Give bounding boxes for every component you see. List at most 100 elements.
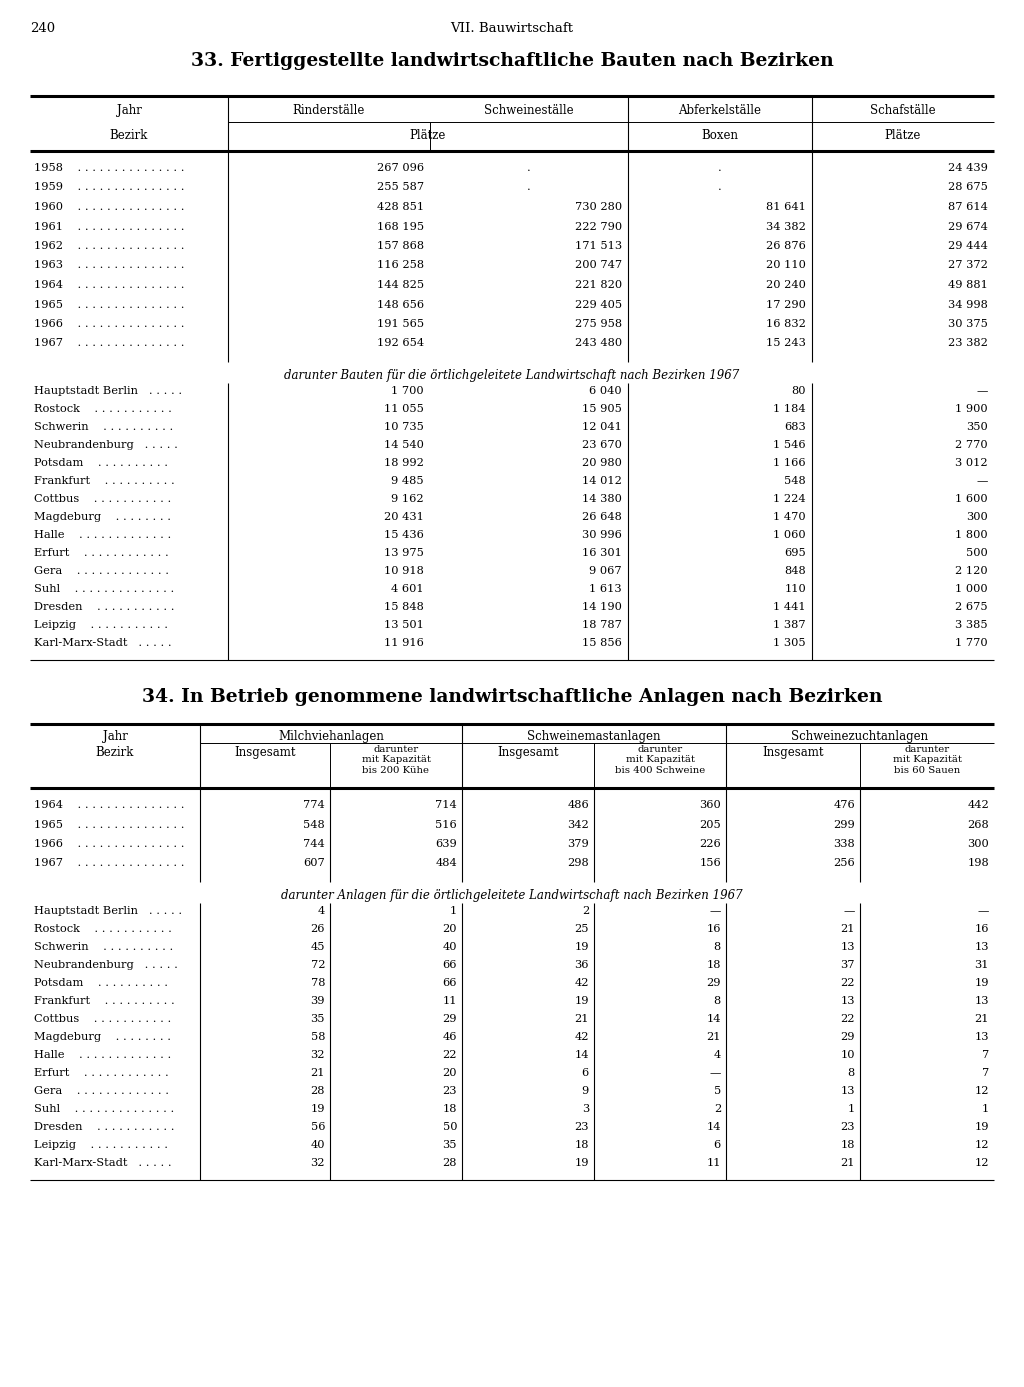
Text: 12: 12	[975, 1086, 989, 1096]
Text: 24 439: 24 439	[948, 164, 988, 173]
Text: Hauptstadt Berlin   . . . . .: Hauptstadt Berlin . . . . .	[34, 906, 182, 915]
Text: 442: 442	[968, 800, 989, 810]
Text: 20 110: 20 110	[766, 261, 806, 270]
Text: 50: 50	[442, 1122, 457, 1132]
Text: 243 480: 243 480	[574, 338, 622, 348]
Text: Erfurt    . . . . . . . . . . . .: Erfurt . . . . . . . . . . . .	[34, 548, 169, 558]
Text: Insgesamt: Insgesamt	[762, 746, 823, 759]
Text: 33. Fertiggestellte landwirtschaftliche Bauten nach Bezirken: 33. Fertiggestellte landwirtschaftliche …	[190, 51, 834, 69]
Text: Neubrandenburg   . . . . .: Neubrandenburg . . . . .	[34, 440, 178, 449]
Text: 72: 72	[310, 960, 325, 970]
Text: 1964    . . . . . . . . . . . . . . .: 1964 . . . . . . . . . . . . . . .	[34, 800, 184, 810]
Text: 8: 8	[848, 1068, 855, 1078]
Text: 16: 16	[707, 924, 721, 933]
Text: 774: 774	[303, 800, 325, 810]
Text: 18: 18	[574, 1140, 589, 1150]
Text: 10 735: 10 735	[384, 422, 424, 431]
Text: 37: 37	[841, 960, 855, 970]
Text: 848: 848	[784, 566, 806, 576]
Text: 29: 29	[841, 1032, 855, 1042]
Text: 19: 19	[574, 1158, 589, 1168]
Text: 21: 21	[574, 1014, 589, 1024]
Text: 15 905: 15 905	[582, 404, 622, 413]
Text: 16 832: 16 832	[766, 319, 806, 329]
Text: 18: 18	[442, 1104, 457, 1114]
Text: 36: 36	[574, 960, 589, 970]
Text: 14 380: 14 380	[582, 494, 622, 503]
Text: 26: 26	[310, 924, 325, 933]
Text: 1965    . . . . . . . . . . . . . . .: 1965 . . . . . . . . . . . . . . .	[34, 300, 184, 309]
Text: 299: 299	[834, 820, 855, 829]
Text: 2 120: 2 120	[955, 566, 988, 576]
Text: Erfurt    . . . . . . . . . . . .: Erfurt . . . . . . . . . . . .	[34, 1068, 169, 1078]
Text: darunter
mit Kapazität
bis 400 Schweine: darunter mit Kapazität bis 400 Schweine	[614, 745, 706, 775]
Text: 486: 486	[567, 800, 589, 810]
Text: 27 372: 27 372	[948, 261, 988, 270]
Text: 1: 1	[982, 1104, 989, 1114]
Text: 28: 28	[442, 1158, 457, 1168]
Text: 19: 19	[574, 942, 589, 951]
Text: 58: 58	[310, 1032, 325, 1042]
Text: 144 825: 144 825	[377, 280, 424, 290]
Text: —: —	[978, 906, 989, 915]
Text: Hauptstadt Berlin   . . . . .: Hauptstadt Berlin . . . . .	[34, 386, 182, 397]
Text: 226: 226	[699, 839, 721, 849]
Text: 13 501: 13 501	[384, 620, 424, 630]
Text: Neubrandenburg   . . . . .: Neubrandenburg . . . . .	[34, 960, 178, 970]
Text: darunter Anlagen für die örtlichgeleitete Landwirtschaft nach Bezirken 1967: darunter Anlagen für die örtlichgeleitet…	[282, 889, 742, 902]
Text: 14: 14	[707, 1014, 721, 1024]
Text: 11: 11	[442, 996, 457, 1006]
Text: 360: 360	[699, 800, 721, 810]
Text: Halle    . . . . . . . . . . . . .: Halle . . . . . . . . . . . . .	[34, 530, 171, 540]
Text: 1 900: 1 900	[955, 404, 988, 413]
Text: 10 918: 10 918	[384, 566, 424, 576]
Text: 1962    . . . . . . . . . . . . . . .: 1962 . . . . . . . . . . . . . . .	[34, 241, 184, 251]
Text: 81 641: 81 641	[766, 203, 806, 212]
Text: 21: 21	[841, 1158, 855, 1168]
Text: 34 382: 34 382	[766, 222, 806, 232]
Text: 1 470: 1 470	[773, 512, 806, 522]
Text: 15 436: 15 436	[384, 530, 424, 540]
Text: 42: 42	[574, 978, 589, 988]
Text: 1964    . . . . . . . . . . . . . . .: 1964 . . . . . . . . . . . . . . .	[34, 280, 184, 290]
Text: 342: 342	[567, 820, 589, 829]
Text: 34 998: 34 998	[948, 300, 988, 309]
Text: 2: 2	[714, 1104, 721, 1114]
Text: Magdeburg    . . . . . . . .: Magdeburg . . . . . . . .	[34, 512, 171, 522]
Text: 19: 19	[574, 996, 589, 1006]
Text: 9 162: 9 162	[391, 494, 424, 503]
Text: 5: 5	[714, 1086, 721, 1096]
Text: 548: 548	[303, 820, 325, 829]
Text: 16 301: 16 301	[582, 548, 622, 558]
Text: Leipzig    . . . . . . . . . . .: Leipzig . . . . . . . . . . .	[34, 620, 168, 630]
Text: 35: 35	[310, 1014, 325, 1024]
Text: 116 258: 116 258	[377, 261, 424, 270]
Text: 42: 42	[574, 1032, 589, 1042]
Text: 548: 548	[784, 476, 806, 485]
Text: 13: 13	[975, 1032, 989, 1042]
Text: 21: 21	[841, 924, 855, 933]
Text: 730 280: 730 280	[574, 203, 622, 212]
Text: 300: 300	[968, 839, 989, 849]
Text: 267 096: 267 096	[377, 164, 424, 173]
Text: 17 290: 17 290	[766, 300, 806, 309]
Text: —: —	[710, 1068, 721, 1078]
Text: Halle    . . . . . . . . . . . . .: Halle . . . . . . . . . . . . .	[34, 1050, 171, 1060]
Text: —: —	[977, 386, 988, 397]
Text: 20 980: 20 980	[582, 458, 622, 467]
Text: 78: 78	[310, 978, 325, 988]
Text: 4 601: 4 601	[391, 584, 424, 594]
Text: 18 992: 18 992	[384, 458, 424, 467]
Text: 1 305: 1 305	[773, 638, 806, 648]
Text: 39: 39	[310, 996, 325, 1006]
Text: Insgesamt: Insgesamt	[234, 746, 296, 759]
Text: Gera    . . . . . . . . . . . . .: Gera . . . . . . . . . . . . .	[34, 1086, 169, 1096]
Text: Schwerin    . . . . . . . . . .: Schwerin . . . . . . . . . .	[34, 422, 173, 431]
Text: Plätze: Plätze	[410, 129, 446, 141]
Text: 1 613: 1 613	[590, 584, 622, 594]
Text: 8: 8	[714, 996, 721, 1006]
Text: 29 444: 29 444	[948, 241, 988, 251]
Text: 1 800: 1 800	[955, 530, 988, 540]
Text: 56: 56	[310, 1122, 325, 1132]
Text: Boxen: Boxen	[701, 129, 738, 141]
